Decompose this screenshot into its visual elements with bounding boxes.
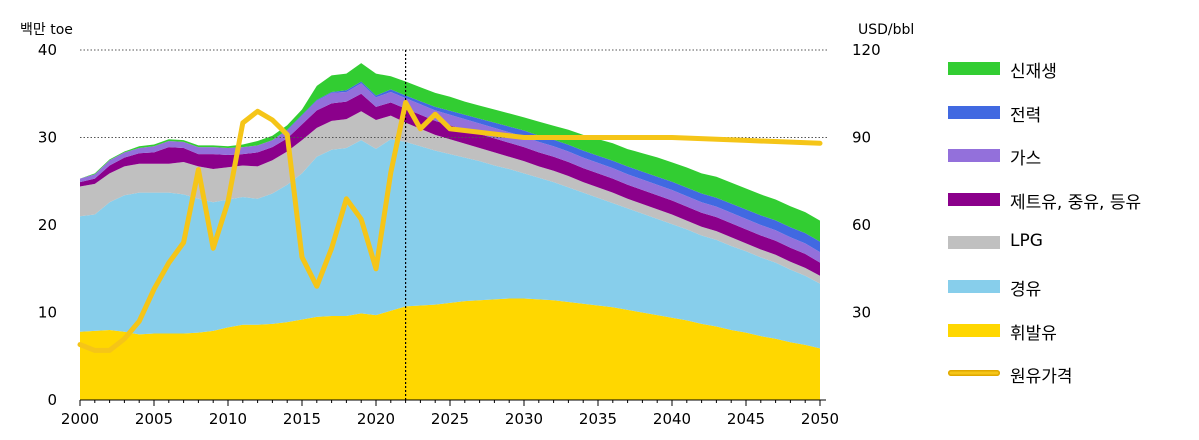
axes-group: 2000 2005 2010 2015 2020 2025 2030 2035 2040 2045… <box>38 41 881 428</box>
area-series-0 <box>80 298 820 400</box>
legend-item: 전력 <box>948 96 1188 140</box>
legend-item: 휘발유 <box>948 314 1188 358</box>
legend-swatch <box>948 62 1000 75</box>
x-tick-label: 2035 <box>579 410 617 428</box>
x-tick-label: 2000 <box>61 410 99 428</box>
legend-label: 전력 <box>1010 105 1042 126</box>
y-tick-label: 20 <box>38 216 57 234</box>
legend-swatch <box>948 192 1000 206</box>
x-tick-label: 2045 <box>727 410 765 428</box>
legend-label: LPG <box>1010 231 1043 252</box>
legend-swatch <box>948 105 1000 119</box>
oil-price-line-group <box>77 100 823 353</box>
area-series-6 <box>80 63 820 242</box>
x-tick-label: 2040 <box>653 410 691 428</box>
x-tick-label: 2030 <box>505 410 543 428</box>
y2-tick-label: 120 <box>852 41 881 59</box>
legend-item: 원유가격 <box>948 357 1188 401</box>
legend-item: 신재생 <box>948 52 1188 96</box>
legend-item: 경유 <box>948 270 1188 314</box>
x-tick-label: 2010 <box>209 410 247 428</box>
legend-label: 경유 <box>1010 279 1042 300</box>
x-tick-label: 2025 <box>431 410 469 428</box>
legend-line-swatch <box>948 370 1000 377</box>
legend-swatch <box>948 149 1000 163</box>
legend-swatch <box>948 236 1000 250</box>
x-tick-label: 2050 <box>801 410 839 428</box>
legend-label: 휘발유 <box>1010 323 1057 344</box>
legend-label: 원유가격 <box>1010 367 1073 388</box>
y-tick-label: 30 <box>38 129 57 147</box>
legend-item: LPG <box>948 226 1188 270</box>
area-series-4 <box>80 83 820 263</box>
y2-axis-unit-label: USD/bbl <box>858 22 914 38</box>
y-tick-label: 40 <box>38 41 57 59</box>
oil-price-line <box>77 100 823 353</box>
x-tick-label: 2020 <box>357 410 395 428</box>
y2-tick-label: 60 <box>852 216 871 234</box>
legend-label: 가스 <box>1010 149 1042 170</box>
y-axis-unit-label: 백만 toe <box>20 22 73 38</box>
y-tick-label: 10 <box>38 304 57 322</box>
x-tick-label: 2015 <box>283 410 321 428</box>
area-series-group <box>80 63 820 400</box>
legend-swatch <box>948 323 1000 337</box>
legend-label: 신재생 <box>1010 62 1057 82</box>
y-tick-label: 0 <box>47 391 57 409</box>
legend-swatch <box>948 279 1000 293</box>
legend-label: 제트유, 중유, 등유 <box>1010 192 1142 213</box>
y2-tick-label: 30 <box>852 304 871 322</box>
legend-item: 제트유, 중유, 등유 <box>948 183 1188 227</box>
area-series-1 <box>80 139 820 349</box>
x-tick-label: 2005 <box>135 410 173 428</box>
y2-tick-label: 90 <box>852 129 871 147</box>
legend-item: 가스 <box>948 139 1188 183</box>
